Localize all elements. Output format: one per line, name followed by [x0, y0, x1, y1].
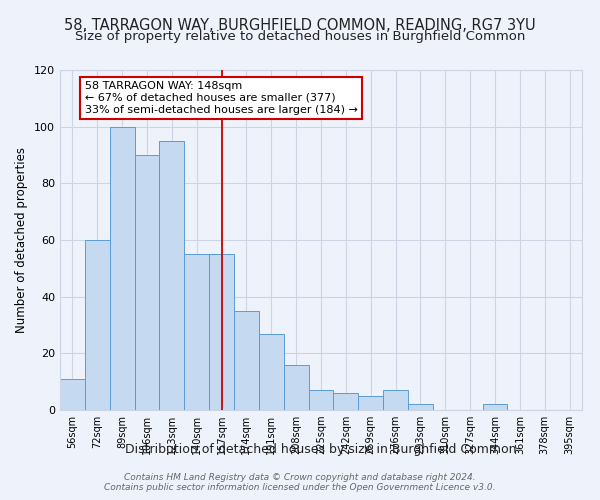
Bar: [482, 404, 508, 410]
Bar: [334, 393, 358, 410]
Text: Distribution of detached houses by size in Burghfield Common: Distribution of detached houses by size …: [125, 442, 517, 456]
Text: Contains HM Land Registry data © Crown copyright and database right 2024.
Contai: Contains HM Land Registry data © Crown c…: [104, 473, 496, 492]
Y-axis label: Number of detached properties: Number of detached properties: [16, 147, 28, 333]
Text: 58, TARRAGON WAY, BURGHFIELD COMMON, READING, RG7 3YU: 58, TARRAGON WAY, BURGHFIELD COMMON, REA…: [64, 18, 536, 32]
Bar: [134, 155, 160, 410]
Bar: [160, 141, 184, 410]
Bar: [85, 240, 110, 410]
Bar: [308, 390, 334, 410]
Text: 58 TARRAGON WAY: 148sqm
← 67% of detached houses are smaller (377)
33% of semi-d: 58 TARRAGON WAY: 148sqm ← 67% of detache…: [85, 82, 358, 114]
Bar: [284, 364, 308, 410]
Bar: [209, 254, 234, 410]
Bar: [60, 379, 85, 410]
Bar: [259, 334, 284, 410]
Text: Size of property relative to detached houses in Burghfield Common: Size of property relative to detached ho…: [75, 30, 525, 43]
Bar: [383, 390, 408, 410]
Bar: [184, 254, 209, 410]
Bar: [408, 404, 433, 410]
Bar: [234, 311, 259, 410]
Bar: [110, 126, 134, 410]
Bar: [358, 396, 383, 410]
